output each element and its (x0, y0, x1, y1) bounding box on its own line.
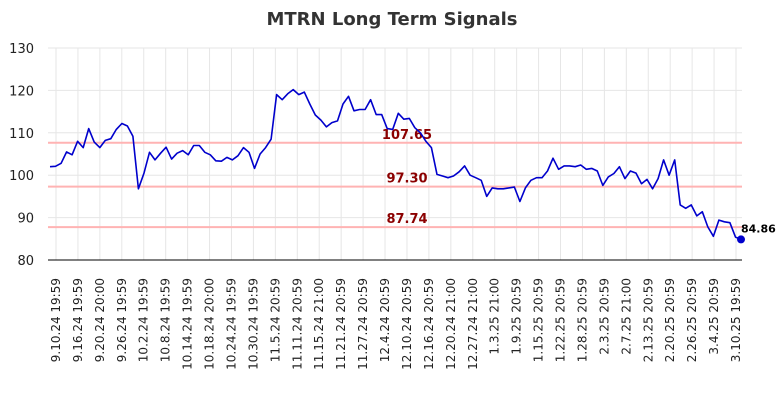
x-tick-label: 1.22.25 20:59 (554, 278, 568, 362)
y-tick-label: 130 (9, 42, 34, 57)
x-tick-label: 11.11.24 20:59 (290, 278, 304, 370)
x-tick-label: 11.27.24 20:59 (356, 278, 370, 370)
x-tick-label: 9.20.24 20:00 (93, 278, 107, 362)
x-tick-label: 11.5.24 20:59 (268, 278, 282, 362)
x-tick-label: 12.16.24 20:59 (422, 278, 436, 370)
x-tick-label: 10.14.24 19:59 (181, 278, 195, 370)
y-tick-label: 120 (9, 84, 34, 99)
price-line (49, 88, 742, 241)
x-tick-label: 11.21.24 20:59 (334, 278, 348, 370)
x-tick-label: 9.10.24 19:59 (49, 278, 63, 362)
chart-title: MTRN Long Term Signals (266, 9, 517, 30)
x-tick-label: 12.27.24 21:00 (466, 278, 480, 370)
x-tick-label: 10.8.24 19:59 (159, 278, 173, 362)
x-tick-label: 2.7.25 21:00 (619, 278, 633, 355)
x-tick-label: 2.3.25 20:59 (597, 278, 611, 355)
x-tick-label: 2.26.25 20:59 (685, 278, 699, 362)
x-tick-label: 12.20.24 21:00 (444, 278, 458, 370)
x-tick-label: 3.4.25 20:59 (707, 278, 721, 355)
x-tick-label: 3.10.25 19:59 (729, 278, 743, 362)
x-tick-label: 11.15.24 21:00 (312, 278, 326, 370)
x-tick-label: 10.2.24 19:59 (137, 278, 151, 362)
signal-label: 97.30 (386, 172, 427, 187)
y-tick-label: 90 (17, 212, 34, 227)
y-tick-label: 80 (17, 254, 34, 269)
x-tick-label: 10.30.24 19:59 (246, 278, 260, 370)
grid (48, 47, 742, 261)
x-tick-label: 9.26.24 19:59 (115, 278, 129, 362)
y-tick-labels: 80 90 100 110 120 130 (9, 42, 34, 269)
x-tick-label: 1.3.25 21:00 (488, 278, 502, 355)
x-tick-label: 12.4.24 20:59 (378, 278, 392, 362)
x-tick-labels: 9.10.24 19:59 9.16.24 19:59 9.20.24 20:00 9… (49, 278, 743, 370)
x-tick-label: 9.16.24 19:59 (71, 278, 85, 362)
x-tick-label: 12.10.24 20:59 (400, 278, 414, 370)
x-tick-label: 1.9.25 20:59 (510, 278, 524, 355)
y-tick-label: 100 (9, 169, 34, 184)
x-tick-label: 1.15.25 20:59 (532, 278, 546, 362)
x-tick-label: 1.28.25 20:59 (575, 278, 589, 362)
x-tick-label: 10.24.24 19:59 (224, 278, 238, 370)
x-tick-label: 10.18.24 20:00 (203, 278, 217, 370)
x-tick-label: 2.20.25 20:59 (663, 278, 677, 362)
last-point-marker (737, 235, 745, 244)
signal-label: 87.74 (386, 212, 427, 227)
x-tick-label: 2.13.25 20:59 (641, 278, 655, 362)
last-value-label: 84.86 (741, 222, 776, 235)
y-tick-label: 110 (9, 127, 34, 142)
price-series: 84.86 (49, 88, 776, 244)
